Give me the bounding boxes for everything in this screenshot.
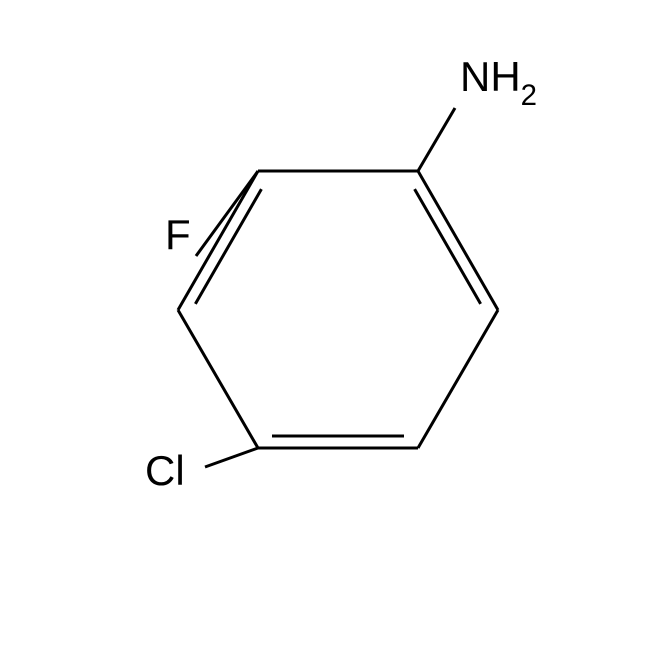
molecule-canvas: NH2 F Cl	[0, 0, 650, 650]
chlorine-text: Cl	[145, 447, 185, 494]
amine-text-main: NH	[460, 53, 521, 100]
fluorine-label: F	[165, 211, 191, 259]
fluorine-text: F	[165, 211, 191, 258]
amine-label: NH2	[460, 53, 537, 108]
amine-text-sub: 2	[521, 79, 537, 112]
bond-layer	[0, 0, 650, 650]
chlorine-label: Cl	[145, 447, 185, 495]
